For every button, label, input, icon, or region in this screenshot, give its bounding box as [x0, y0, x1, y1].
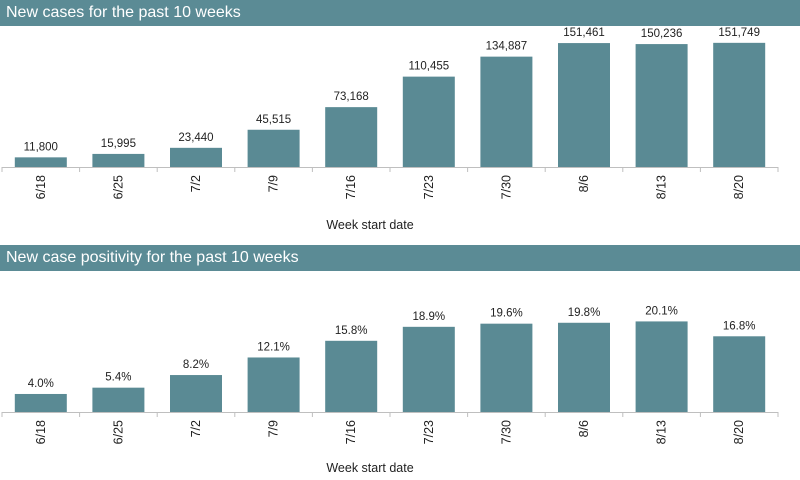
- bar-cases-7-16: [325, 107, 378, 167]
- bar-cases-8-20: [713, 42, 766, 167]
- bar-positivity-8-6: [558, 322, 610, 412]
- panel-header-positivity: New case positivity for the past 10 week…: [0, 245, 800, 271]
- bar-positivity-6-25: [92, 387, 145, 412]
- panel-header-new-cases: New cases for the past 10 weeks: [0, 0, 800, 26]
- data-label-cases: 151,461: [563, 27, 605, 39]
- data-label-cases: 73,168: [334, 91, 369, 103]
- x-tick-label-positivity: 7/23: [422, 420, 436, 444]
- bar-positivity-7-16: [325, 340, 378, 412]
- data-label-positivity: 8.2%: [183, 359, 209, 371]
- bar-cases-7-9: [247, 129, 300, 167]
- x-axis-title-positivity: Week start date: [326, 461, 413, 475]
- x-tick-label-positivity: 8/13: [655, 420, 669, 444]
- data-label-positivity: 16.8%: [723, 320, 756, 332]
- data-label-cases: 45,515: [256, 114, 291, 126]
- bar-cases-8-13: [635, 44, 688, 167]
- x-tick-label-positivity: 6/18: [34, 420, 48, 444]
- x-tick-label-cases: 7/16: [344, 175, 358, 199]
- bar-positivity-7-9: [247, 357, 300, 412]
- bar-cases-7-2: [170, 147, 222, 167]
- bar-positivity-8-13: [635, 321, 688, 412]
- x-tick-label-cases: 8/20: [732, 175, 746, 199]
- x-tick-label-cases: 6/18: [34, 175, 48, 199]
- data-label-positivity: 12.1%: [257, 341, 290, 353]
- bar-positivity-8-20: [713, 336, 766, 412]
- bar-cases-6-18: [14, 157, 67, 167]
- x-tick-label-cases: 7/9: [267, 175, 281, 192]
- chart-title-new-cases: New cases for the past 10 weeks: [6, 4, 241, 21]
- data-label-positivity: 19.8%: [568, 307, 601, 319]
- bar-cases-7-30: [480, 56, 533, 167]
- x-tick-label-cases: 7/2: [189, 175, 203, 192]
- x-tick-label-positivity: 7/2: [189, 420, 203, 437]
- data-label-cases: 11,800: [24, 141, 58, 153]
- data-label-positivity: 18.9%: [412, 311, 445, 323]
- x-tick-label-positivity: 8/20: [732, 420, 746, 444]
- data-label-cases: 151,749: [718, 27, 760, 39]
- bar-cases-7-23: [402, 76, 455, 167]
- data-label-positivity: 15.8%: [335, 325, 368, 337]
- bar-positivity-6-18: [14, 393, 67, 412]
- bar-positivity-7-23: [402, 326, 455, 412]
- data-label-cases: 15,995: [101, 138, 136, 150]
- x-tick-label-positivity: 7/16: [344, 420, 358, 444]
- bar-cases-6-25: [92, 153, 145, 167]
- x-tick-label-positivity: 7/9: [267, 420, 281, 437]
- bar-cases-8-6: [558, 43, 610, 167]
- data-label-positivity: 19.6%: [490, 308, 523, 320]
- data-label-cases: 110,455: [408, 61, 449, 73]
- x-tick-label-positivity: 7/30: [499, 420, 513, 444]
- bar-positivity-7-2: [170, 375, 222, 412]
- x-tick-label-cases: 7/30: [499, 175, 513, 199]
- x-tick-label-cases: 7/23: [422, 175, 436, 199]
- data-label-cases: 23,440: [178, 132, 213, 144]
- data-label-positivity: 20.1%: [645, 305, 678, 317]
- data-label-positivity: 5.4%: [105, 372, 131, 384]
- data-label-cases: 134,887: [486, 41, 528, 53]
- x-tick-label-cases: 6/25: [111, 175, 125, 199]
- x-axis-title-cases: Week start date: [326, 218, 413, 232]
- x-tick-label-cases: 8/6: [577, 175, 591, 192]
- x-tick-label-cases: 8/13: [655, 175, 669, 199]
- x-tick-label-positivity: 8/6: [577, 420, 591, 437]
- x-tick-label-positivity: 6/25: [111, 420, 125, 444]
- chart-title-positivity: New case positivity for the past 10 week…: [6, 249, 299, 266]
- data-label-cases: 150,236: [641, 28, 683, 40]
- bar-positivity-7-30: [480, 323, 533, 412]
- new-cases-bar-chart: 11,800 6/18 15,995 6/25 23,440 7/2 45,515 7/9 73…: [1, 27, 779, 232]
- data-label-positivity: 4.0%: [28, 378, 54, 390]
- positivity-bar-chart: 4.0% 6/18 5.4% 6/25 8.2% 7/2 12.1% 7/9 15.8% 7/16…: [1, 305, 779, 475]
